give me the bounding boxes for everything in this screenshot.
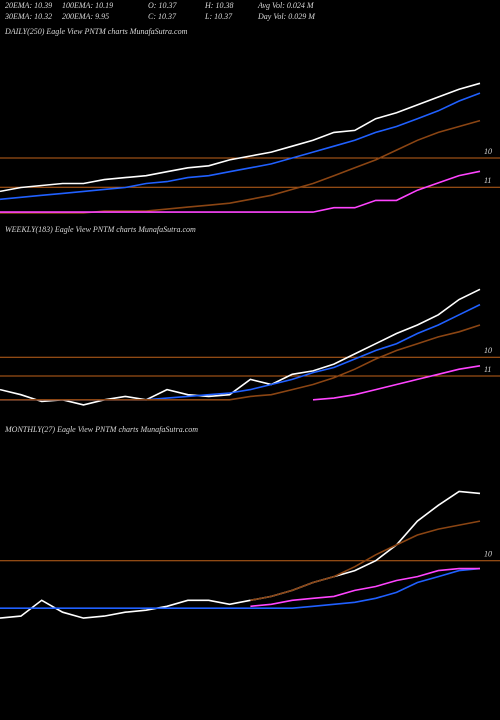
stat-label: 30EMA: 10.32 xyxy=(4,12,52,21)
series-line xyxy=(250,567,480,608)
series-line xyxy=(0,82,481,193)
panel-title: WEEKLY(183) Eagle View PNTM charts Munaf… xyxy=(5,225,196,234)
panel-title: MONTHLY(27) Eagle View PNTM charts Munaf… xyxy=(4,425,198,434)
series-line xyxy=(0,490,481,619)
stat-label: Avg Vol: 0.024 M xyxy=(257,1,315,10)
y-tick-label: 10 xyxy=(484,346,492,355)
series-line xyxy=(0,92,481,201)
stat-label: Day Vol: 0.029 M xyxy=(257,12,316,21)
y-tick-label: 10 xyxy=(484,550,492,559)
series-line xyxy=(0,303,481,401)
series-line xyxy=(312,365,481,401)
panel-title: DAILY(250) Eagle View PNTM charts Munafa… xyxy=(4,27,188,36)
series-line xyxy=(0,170,481,213)
y-tick-label: 11 xyxy=(484,365,491,374)
y-tick-label: 10 xyxy=(484,147,492,156)
stat-label: O: 10.37 xyxy=(148,1,177,10)
stat-label: 100EMA: 10.19 xyxy=(62,1,113,10)
series-line xyxy=(250,520,481,602)
series-line xyxy=(0,119,481,214)
stat-label: L: 10.37 xyxy=(204,12,233,21)
series-line xyxy=(0,567,481,609)
stat-label: 20EMA: 10.39 xyxy=(5,1,52,10)
stat-label: 200EMA: 9.95 xyxy=(62,12,109,21)
y-tick-label: 11 xyxy=(484,176,491,185)
stat-label: C: 10.37 xyxy=(148,12,177,21)
series-line xyxy=(0,288,481,406)
stat-label: H: 10.38 xyxy=(204,1,233,10)
series-line xyxy=(0,324,481,401)
